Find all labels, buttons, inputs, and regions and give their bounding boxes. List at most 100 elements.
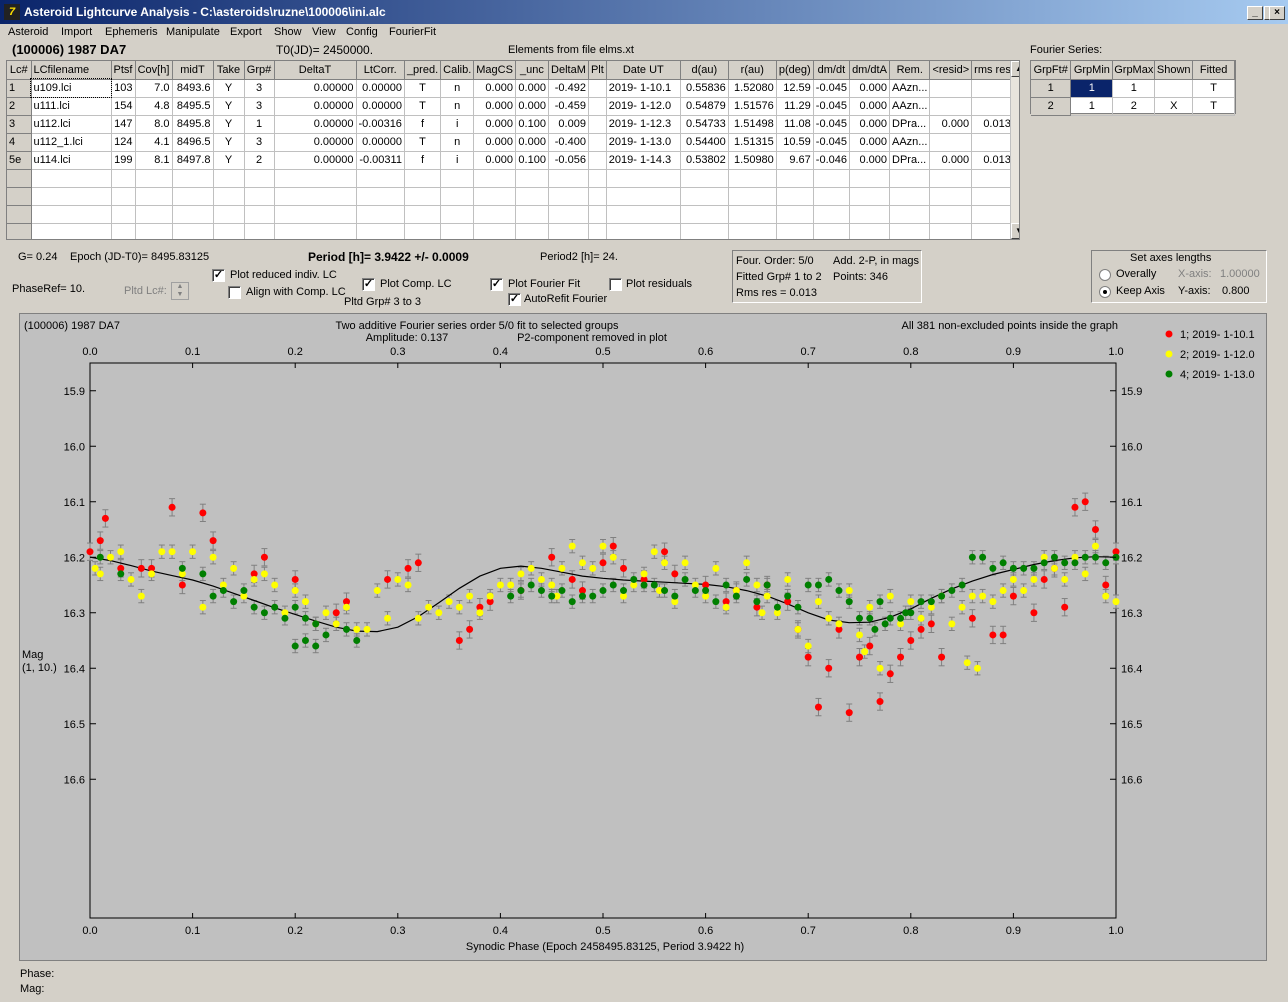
table-cell[interactable] bbox=[515, 223, 549, 239]
scroll-up-icon[interactable]: ▲ bbox=[1011, 61, 1019, 77]
table-cell[interactable]: -0.459 bbox=[548, 97, 589, 116]
table-cell[interactable] bbox=[728, 187, 777, 206]
table-cell[interactable]: 0.00000 bbox=[274, 97, 357, 116]
table-cell[interactable] bbox=[274, 205, 357, 224]
table-cell[interactable] bbox=[929, 169, 973, 188]
table-cell[interactable]: 0.100 bbox=[515, 151, 549, 170]
fourier-cell[interactable]: 1 bbox=[1070, 79, 1114, 98]
fourier-cell[interactable]: T bbox=[1192, 79, 1235, 98]
table-cell[interactable] bbox=[776, 223, 814, 239]
fourier-cell[interactable]: 2 bbox=[1112, 97, 1156, 116]
table-cell[interactable]: 103 bbox=[111, 79, 136, 98]
table-cell[interactable] bbox=[404, 169, 442, 188]
table-cell[interactable] bbox=[111, 169, 136, 188]
table-cell[interactable]: 0.000 bbox=[849, 133, 890, 152]
y-axis-value[interactable]: 0.800 bbox=[1222, 285, 1250, 297]
table-cell[interactable]: 2019- 1-12.3 bbox=[606, 115, 681, 134]
table-cell[interactable] bbox=[440, 187, 475, 206]
table-cell[interactable]: -0.045 bbox=[813, 133, 851, 152]
table-cell[interactable]: 0.000 bbox=[473, 115, 516, 134]
table-cell[interactable] bbox=[135, 187, 173, 206]
table-cell[interactable]: Y bbox=[213, 151, 245, 170]
table-cell[interactable]: Y bbox=[213, 133, 245, 152]
table-cell[interactable]: 0.000 bbox=[849, 97, 890, 116]
table-cell[interactable]: 7.0 bbox=[135, 79, 173, 98]
table-cell[interactable]: i bbox=[440, 151, 475, 170]
lightcurve-table[interactable]: Lc# LCfilename Ptsf Cov[h] midT Take Grp# Delta… bbox=[6, 60, 1020, 240]
fourier-row-header[interactable]: 2 bbox=[1031, 97, 1072, 116]
table-cell[interactable] bbox=[606, 169, 681, 188]
fourier-cell[interactable]: 1 bbox=[1070, 97, 1114, 116]
table-cell[interactable] bbox=[680, 205, 729, 224]
column-header[interactable]: midT bbox=[172, 61, 214, 80]
table-cell[interactable] bbox=[588, 205, 607, 224]
table-cell[interactable] bbox=[404, 223, 442, 239]
table-cell[interactable] bbox=[971, 223, 1014, 239]
table-cell[interactable]: n bbox=[440, 97, 475, 116]
row-header[interactable]: 5e bbox=[7, 151, 32, 170]
table-cell[interactable] bbox=[404, 205, 442, 224]
table-cell[interactable]: 8495.5 bbox=[172, 97, 214, 116]
table-cell[interactable]: 0.00000 bbox=[274, 133, 357, 152]
plot-reduced-checkbox[interactable]: ✓ bbox=[212, 269, 225, 282]
menu-asteroid[interactable]: Asteroid bbox=[8, 26, 49, 38]
x-axis-value[interactable]: 1.00000 bbox=[1220, 268, 1260, 280]
table-cell[interactable]: 10.59 bbox=[776, 133, 814, 152]
table-cell[interactable]: -0.492 bbox=[548, 79, 589, 98]
table-cell[interactable] bbox=[728, 205, 777, 224]
table-cell[interactable]: 1 bbox=[244, 115, 275, 134]
table-cell[interactable]: 2019- 1-13.0 bbox=[606, 133, 681, 152]
table-cell[interactable]: 4.1 bbox=[135, 133, 173, 152]
table-cell[interactable] bbox=[440, 169, 475, 188]
table-cell[interactable] bbox=[548, 205, 589, 224]
table-cell[interactable] bbox=[135, 169, 173, 188]
row-header[interactable] bbox=[7, 169, 32, 188]
table-cell[interactable] bbox=[31, 205, 112, 224]
column-header[interactable]: _unc bbox=[515, 61, 549, 80]
table-cell[interactable]: 0.000 bbox=[929, 151, 973, 170]
table-cell[interactable]: -0.045 bbox=[813, 97, 851, 116]
table-cell[interactable]: T bbox=[404, 79, 442, 98]
table-cell[interactable]: 11.08 bbox=[776, 115, 814, 134]
table-cell[interactable] bbox=[776, 205, 814, 224]
column-header[interactable]: DeltaT bbox=[274, 61, 357, 80]
table-cell[interactable] bbox=[515, 205, 549, 224]
table-cell[interactable]: 0.000 bbox=[849, 151, 890, 170]
table-cell[interactable] bbox=[588, 223, 607, 239]
column-header[interactable]: LtCorr. bbox=[356, 61, 405, 80]
table-cell[interactable] bbox=[971, 205, 1014, 224]
table-cell[interactable]: u112.lci bbox=[31, 115, 112, 134]
column-header[interactable]: rms res bbox=[971, 61, 1014, 80]
table-cell[interactable] bbox=[606, 205, 681, 224]
table-cell[interactable] bbox=[172, 187, 214, 206]
table-cell[interactable]: 8496.5 bbox=[172, 133, 214, 152]
table-cell[interactable] bbox=[473, 223, 516, 239]
table-cell[interactable] bbox=[971, 97, 1014, 116]
menu-export[interactable]: Export bbox=[230, 26, 262, 38]
table-cell[interactable]: T bbox=[404, 133, 442, 152]
table-cell[interactable]: -0.00311 bbox=[356, 151, 405, 170]
app-icon[interactable]: 7 bbox=[4, 4, 20, 20]
table-cell[interactable] bbox=[929, 79, 973, 98]
menu-fourierfit[interactable]: FourierFit bbox=[389, 26, 437, 38]
table-cell[interactable] bbox=[473, 205, 516, 224]
table-cell[interactable]: n bbox=[440, 79, 475, 98]
row-header[interactable] bbox=[7, 205, 32, 224]
table-cell[interactable] bbox=[548, 223, 589, 239]
table-cell[interactable] bbox=[776, 169, 814, 188]
fourier-cell[interactable]: 1 bbox=[1112, 79, 1156, 98]
column-header[interactable]: Grp# bbox=[244, 61, 275, 80]
table-cell[interactable] bbox=[606, 187, 681, 206]
table-cell[interactable] bbox=[213, 169, 245, 188]
menu-import[interactable]: Import bbox=[61, 26, 93, 38]
table-cell[interactable] bbox=[404, 187, 442, 206]
table-cell[interactable]: Y bbox=[213, 115, 245, 134]
table-cell[interactable] bbox=[606, 223, 681, 239]
table-cell[interactable]: 2019- 1-12.0 bbox=[606, 97, 681, 116]
column-header[interactable]: dm/dt bbox=[813, 61, 851, 80]
table-cell[interactable]: 8.0 bbox=[135, 115, 173, 134]
fourier-series-table[interactable]: GrpFt# GrpMin GrpMax Shown Fitted 1 1 1 … bbox=[1030, 60, 1236, 116]
table-cell[interactable] bbox=[929, 205, 973, 224]
pltd-lc-spinner[interactable]: ▲ ▼ bbox=[171, 282, 189, 300]
